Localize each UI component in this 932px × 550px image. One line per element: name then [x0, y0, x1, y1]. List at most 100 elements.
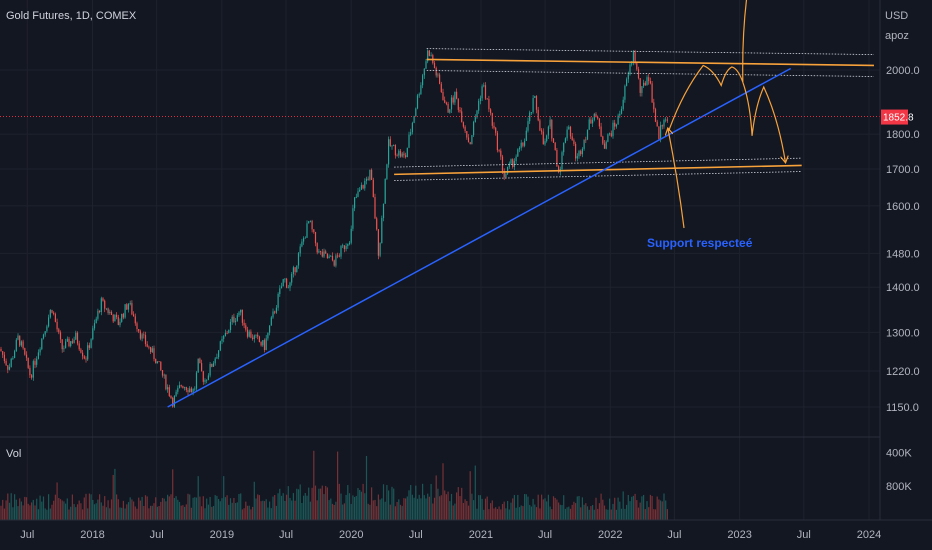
volume-bar: [614, 497, 616, 520]
volume-bar: [381, 498, 383, 520]
candle-body: [143, 334, 145, 336]
candle-body: [544, 141, 546, 145]
volume-bar: [636, 500, 638, 520]
volume-bar: [581, 497, 583, 520]
volume-bar: [267, 507, 269, 520]
candle-body: [107, 308, 109, 313]
volume-bar: [532, 498, 534, 520]
candle-body: [539, 120, 541, 131]
volume-bar: [525, 494, 527, 520]
volume-bar: [22, 505, 24, 520]
candle-body: [632, 51, 634, 64]
candle-body: [473, 122, 475, 136]
volume-bar: [320, 488, 322, 520]
volume-bar: [0, 505, 2, 520]
candle-body: [503, 171, 505, 178]
volume-bar: [496, 509, 498, 520]
time-tick-label: Jul: [150, 529, 164, 541]
candle-body: [435, 67, 437, 76]
candle-body: [155, 358, 157, 364]
price-axis[interactable]: 2000.0 1800.0 1700.0 1600.0 1480.0 1400.0 1300…: [886, 65, 920, 493]
volume-bar: [639, 502, 641, 520]
candle-body: [578, 151, 580, 157]
volume-bar: [241, 509, 243, 520]
volume-bar: [83, 497, 85, 520]
volume-bar: [660, 500, 662, 520]
volume-bar: [612, 503, 614, 520]
volume-bar: [617, 497, 619, 520]
candle-body: [568, 126, 570, 130]
annotation-arrow[interactable]: [668, 129, 685, 229]
candle-body: [437, 74, 439, 76]
candle-body: [498, 150, 500, 151]
volume-bar: [569, 508, 572, 520]
candle-body: [25, 354, 28, 358]
volume-bar: [420, 498, 422, 520]
volume-bar: [314, 485, 317, 520]
volume-bar: [342, 504, 344, 520]
candle-body: [595, 113, 597, 117]
candle-body: [117, 317, 119, 326]
upper-channel-inner[interactable]: [426, 70, 874, 77]
candle-body: [542, 131, 544, 145]
volume-bar: [559, 504, 561, 520]
candle-body: [199, 358, 201, 364]
volume-bar: [360, 491, 362, 520]
volume-label[interactable]: Vol: [6, 448, 21, 460]
candle-body: [46, 326, 48, 332]
candle-body: [564, 138, 566, 143]
volume-bar: [396, 502, 398, 520]
candle-body: [195, 372, 198, 389]
candle-body: [386, 164, 388, 179]
candle-body: [321, 251, 323, 257]
bullish-projection[interactable]: [668, 0, 752, 131]
candle-body: [58, 329, 60, 333]
volume-bar: [88, 493, 90, 520]
candle-body: [569, 126, 572, 137]
volume-bar: [277, 493, 279, 520]
volume-bar: [301, 502, 303, 520]
candle-body: [178, 385, 181, 389]
candle-body: [396, 155, 398, 157]
volume-bar: [291, 500, 293, 520]
candle-body: [274, 311, 276, 313]
candle-body: [433, 63, 436, 68]
candle-body: [24, 348, 26, 355]
upper-channel-line[interactable]: [426, 58, 874, 67]
volume-bar: [255, 498, 257, 520]
candle-body: [165, 374, 167, 390]
candle-body: [122, 313, 124, 318]
lower-channel-outer[interactable]: [394, 171, 802, 181]
volume-bar: [155, 497, 157, 520]
volume-bar: [634, 493, 636, 520]
volume-bar: [333, 504, 335, 520]
volume-bar: [260, 501, 262, 520]
lower-channel-inner[interactable]: [394, 157, 802, 168]
volume-bar: [12, 507, 14, 520]
volume-bar: [275, 505, 277, 520]
candle-body: [552, 138, 555, 143]
volume-bar: [512, 498, 514, 520]
chart-title[interactable]: Gold Futures, 1D, COMEX: [6, 10, 137, 22]
volume-bar: [403, 498, 405, 520]
volume-bar: [542, 499, 544, 520]
candle-body: [316, 243, 318, 253]
support-trendline[interactable]: [167, 67, 792, 408]
volume-bar: [104, 496, 106, 520]
volume-bar: [202, 496, 204, 520]
volume-bar: [603, 505, 606, 520]
volume-bar: [411, 494, 413, 520]
currency-label[interactable]: USD: [885, 10, 908, 22]
annotation-text[interactable]: Support respecteé: [647, 236, 753, 250]
bearish-projection[interactable]: [742, 82, 786, 162]
candle-body: [110, 311, 113, 316]
candle-body: [99, 310, 101, 313]
candle-body: [309, 220, 311, 222]
upper-channel-outer[interactable]: [426, 48, 874, 55]
candle-body: [381, 217, 383, 244]
candle-body: [420, 85, 422, 95]
volume-bar: [294, 500, 296, 520]
lower-channel-line[interactable]: [394, 164, 802, 176]
time-axis[interactable]: Jul 2018 Jul 2019 Jul 2020 Jul 2021 Jul 2022 Jul 20…: [20, 529, 881, 541]
